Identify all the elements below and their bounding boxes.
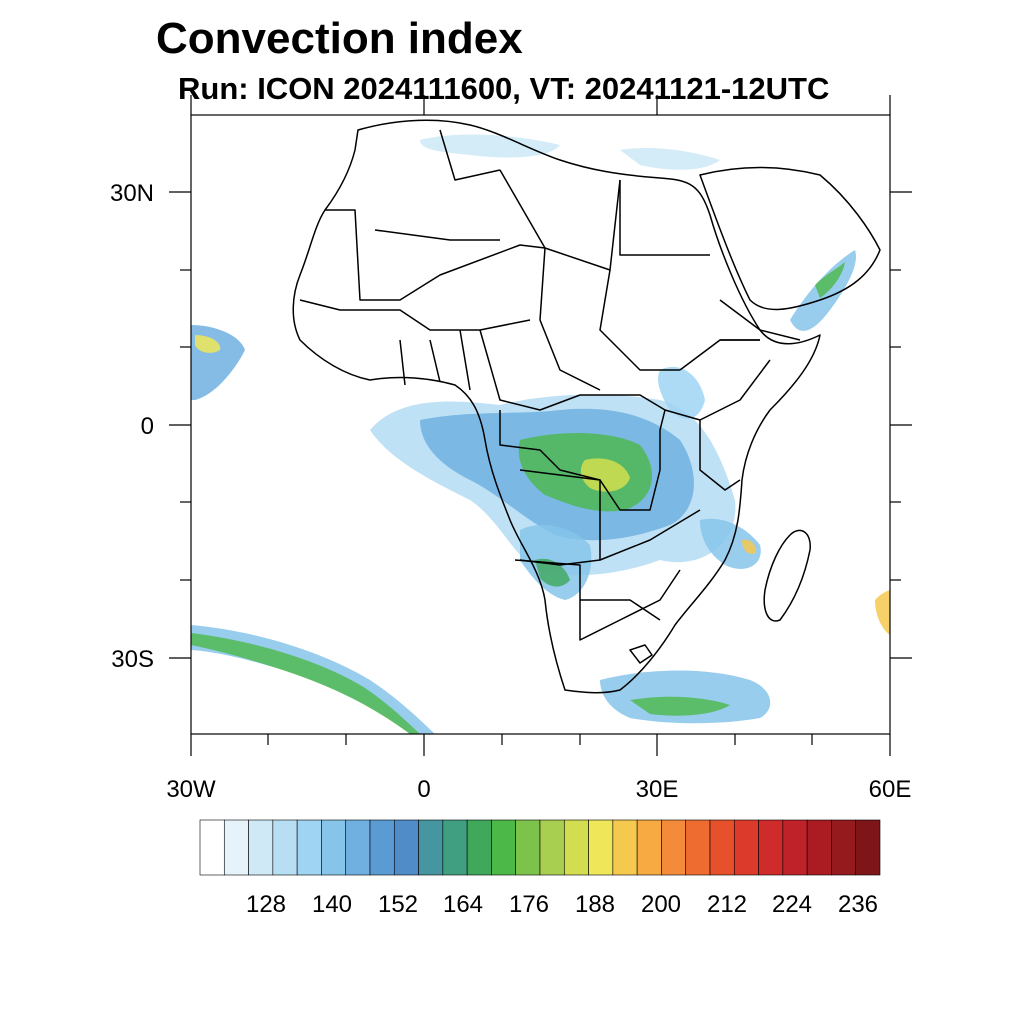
- x-tick-label: 30E: [636, 776, 679, 803]
- colorbar-tick-label: 176: [509, 891, 549, 918]
- colorbar-swatch: [491, 819, 517, 876]
- colorbar-swatch: [758, 819, 784, 876]
- colorbar-swatch: [442, 819, 468, 876]
- convection-region-red-sea: [620, 148, 720, 170]
- convection-region-mozambique: [700, 518, 761, 569]
- colorbar-swatch: [588, 819, 614, 876]
- colorbar-tick-label: 200: [641, 891, 681, 918]
- arabia-coastline: [699, 166, 881, 311]
- colorbar-swatch: [248, 819, 274, 876]
- convection-region-east-africa: [658, 366, 705, 419]
- convection-region-angola-core: [535, 558, 570, 587]
- colorbar-tick-label: 236: [838, 891, 878, 918]
- x-tick-label: 30W: [166, 776, 216, 803]
- convection-region-north-med: [420, 134, 560, 158]
- border-algeria: [374, 129, 501, 241]
- colorbar-swatch: [612, 819, 638, 876]
- axis-ticks: [169, 95, 912, 756]
- colorbar-tick-label: 224: [772, 891, 812, 918]
- colorbar-tick-label: 140: [312, 891, 352, 918]
- y-tick-label: 0: [141, 413, 154, 440]
- colorbar-tick-label: 128: [246, 891, 286, 918]
- colorbar: [199, 819, 881, 876]
- colorbar-swatch: [369, 819, 395, 876]
- colorbar-swatch: [661, 819, 687, 876]
- colorbar-swatch: [636, 819, 662, 876]
- colorbar-swatch: [831, 819, 857, 876]
- colorbar-swatch: [321, 819, 347, 876]
- convection-field: [191, 134, 890, 734]
- colorbar-tick-label: 164: [443, 891, 483, 918]
- colorbar-tick-label: 188: [575, 891, 615, 918]
- colorbar-swatch: [466, 819, 492, 876]
- border-sahel: [325, 179, 621, 301]
- colorbar-swatch: [272, 819, 298, 876]
- map-title: Convection index: [156, 14, 523, 63]
- colorbar-swatch: [345, 819, 371, 876]
- africa-coastline: [292, 119, 821, 694]
- colorbar-swatch: [418, 819, 444, 876]
- coastlines: [292, 119, 881, 694]
- colorbar-swatch: [199, 819, 225, 876]
- border-southern-africa: [514, 509, 701, 641]
- madagascar: [763, 529, 811, 622]
- convection-region-mozambique-core: [742, 539, 757, 554]
- convection-region-west-atlantic-core: [195, 335, 221, 353]
- colorbar-tick-label: 212: [707, 891, 747, 918]
- border-central-africa: [479, 247, 680, 411]
- colorbar-swatch: [709, 819, 735, 876]
- colorbar-swatch: [855, 819, 881, 876]
- colorbar-swatch: [782, 819, 808, 876]
- colorbar-swatch: [806, 819, 832, 876]
- convection-region-arabia-core: [815, 262, 845, 298]
- y-tick-label: 30N: [110, 180, 154, 207]
- convection-region-south-africa: [600, 670, 771, 724]
- y-tick-label: 30S: [111, 646, 154, 673]
- colorbar-swatch: [393, 819, 419, 876]
- convection-region-east-edge: [875, 590, 890, 635]
- colorbar-swatch: [563, 819, 589, 876]
- colorbar-labels: 128 140 152 164 176 188 200 212 224 236: [246, 891, 878, 918]
- colorbar-swatch: [515, 819, 541, 876]
- colorbar-swatch: [733, 819, 759, 876]
- convection-region-south-africa-core: [630, 696, 730, 716]
- border-congo-basin: [499, 409, 666, 511]
- border-libya-egypt: [499, 169, 710, 256]
- colorbar-swatch: [223, 819, 249, 876]
- convection-region-south-atlantic-core: [191, 633, 420, 734]
- colorbar-swatch: [539, 819, 565, 876]
- convection-region-peak: [580, 458, 630, 492]
- border-west-africa: [299, 299, 531, 391]
- x-tick-label: 0: [417, 776, 430, 803]
- map-subtitle: Run: ICON 2024111600, VT: 20241121-12UTC: [178, 71, 830, 106]
- colorbar-swatch: [685, 819, 711, 876]
- border-horn: [719, 299, 801, 341]
- x-tick-label: 60E: [869, 776, 912, 803]
- lesotho: [629, 644, 653, 664]
- colorbar-swatch: [296, 819, 322, 876]
- colorbar-tick-label: 152: [378, 891, 418, 918]
